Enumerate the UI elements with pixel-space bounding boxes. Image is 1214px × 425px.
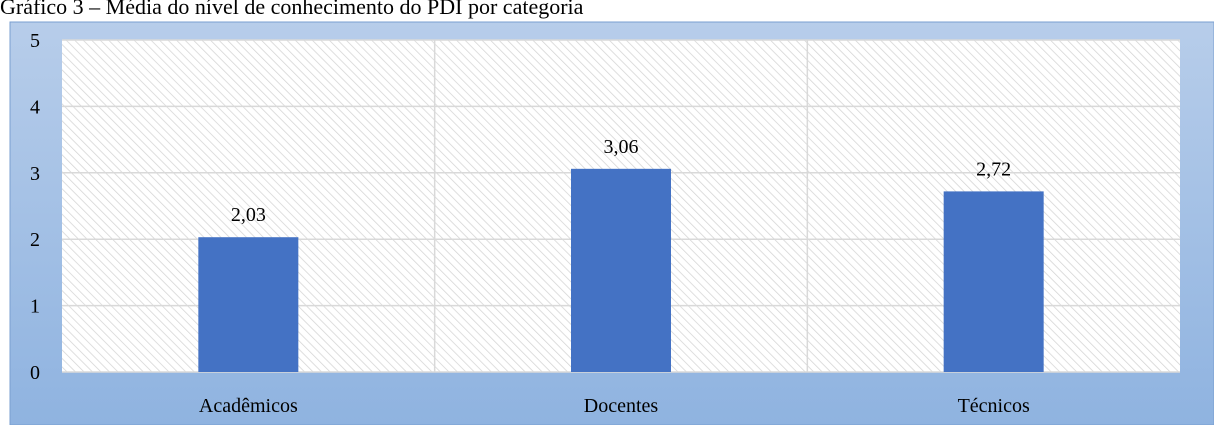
y-tick-label: 4: [30, 96, 40, 118]
x-tick-label: Acadêmicos: [199, 395, 298, 417]
bar: [198, 237, 299, 372]
data-label: 3,06: [604, 136, 639, 158]
chart-title: Gráfico 3 – Média do nível de conhecimen…: [0, 0, 584, 19]
data-label: 2,03: [231, 204, 266, 226]
y-tick-label: 5: [30, 30, 40, 52]
y-tick-label: 0: [30, 362, 40, 384]
y-tick-label: 2: [30, 229, 40, 251]
x-tick-label: Docentes: [584, 395, 659, 417]
x-tick-label: Técnicos: [958, 395, 1030, 417]
y-tick-label: 1: [30, 296, 40, 318]
data-label: 2,72: [976, 158, 1011, 180]
bar: [571, 168, 671, 372]
bar: [943, 191, 1044, 372]
y-tick-label: 3: [30, 163, 40, 185]
